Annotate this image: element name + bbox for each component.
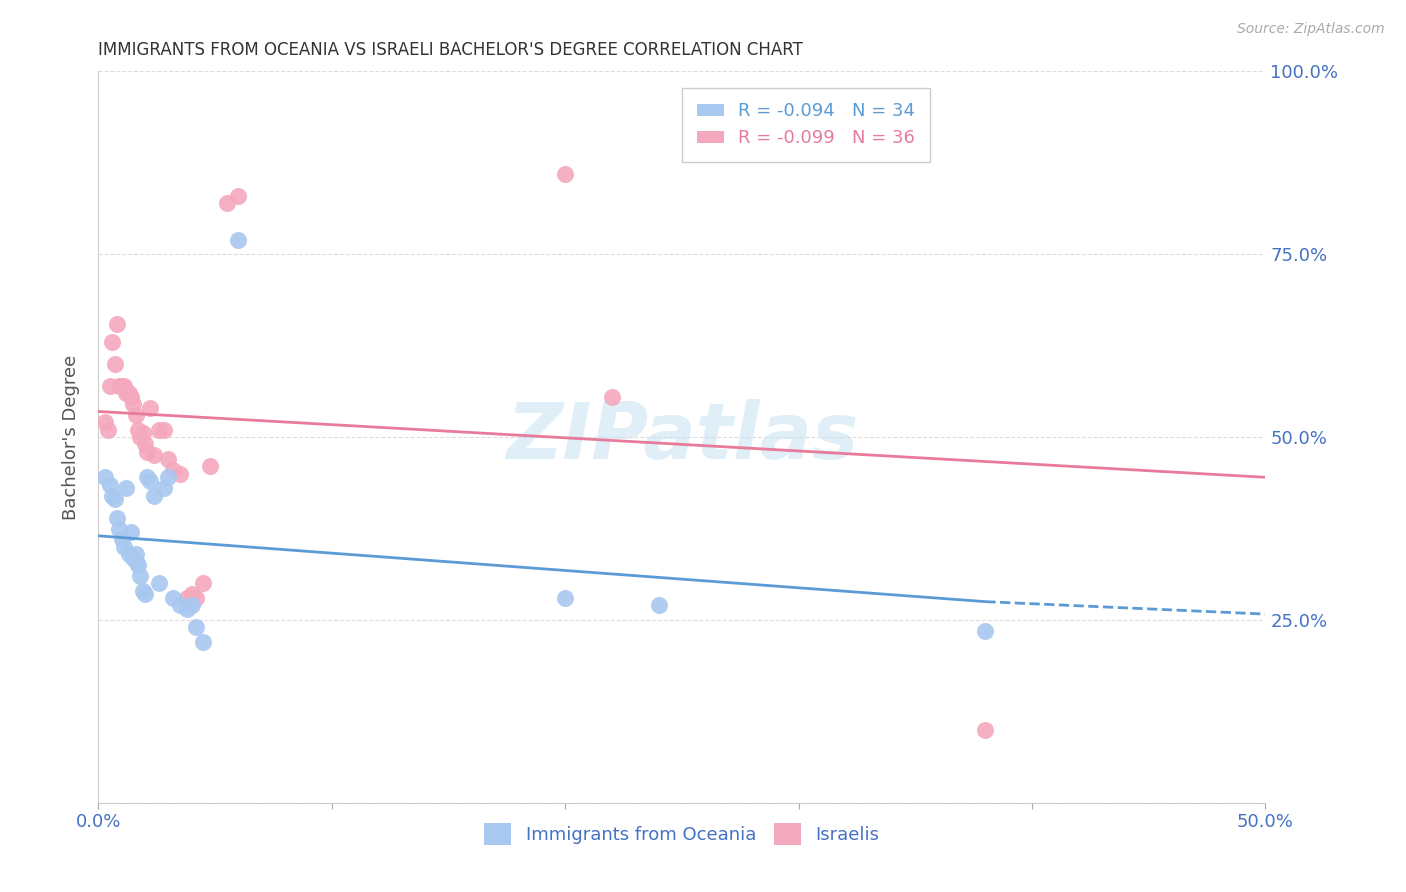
Point [101,334,124,349]
Point [169,467,191,481]
Point [111,379,134,393]
Point [129,569,152,583]
Point [118,386,141,401]
Point [176,591,198,605]
Point [193,635,215,649]
Point [127,423,149,437]
Point [148,576,170,591]
Point [94,470,117,484]
Point [122,397,145,411]
Point [554,591,576,605]
Point [132,583,155,598]
Point [157,470,180,484]
Point [136,444,159,458]
Point [186,591,208,605]
Point [600,390,623,404]
Point [134,437,156,451]
Point [127,558,149,573]
Point [98,477,121,491]
Point [115,386,138,401]
Point [139,401,162,415]
Point [97,423,120,437]
Point [112,540,135,554]
Point [122,550,145,565]
Point [193,576,215,591]
Point [974,624,997,638]
Point [104,357,127,371]
Legend: Immigrants from Oceania, Israelis: Immigrants from Oceania, Israelis [477,816,887,852]
Point [120,390,142,404]
Point [139,474,162,488]
Point [152,481,174,495]
Point [105,317,128,331]
Point [152,423,174,437]
Point [228,233,250,247]
Point [180,587,202,601]
Point [111,533,134,547]
Point [129,430,152,444]
Point [118,547,141,561]
Point [554,167,576,181]
Point [112,379,135,393]
Y-axis label: Bachelor's Degree: Bachelor's Degree [62,354,80,520]
Point [169,599,191,613]
Point [120,525,142,540]
Point [148,423,170,437]
Point [115,481,138,495]
Point [143,489,166,503]
Point [162,463,184,477]
Point [132,426,155,441]
Point [162,591,184,605]
Point [104,492,127,507]
Point [647,599,669,613]
Point [228,188,250,202]
Point [125,408,148,422]
Point [180,599,202,613]
Point [94,416,117,430]
Point [200,459,222,474]
Point [215,196,238,211]
Point [143,448,166,462]
Point [105,510,128,524]
Point [101,489,124,503]
Point [136,470,159,484]
Point [125,547,148,561]
Point [108,521,131,535]
Point [157,452,180,467]
Text: Source: ZipAtlas.com: Source: ZipAtlas.com [1237,22,1385,37]
Point [176,602,198,616]
Text: IMMIGRANTS FROM OCEANIA VS ISRAELI BACHELOR'S DEGREE CORRELATION CHART: IMMIGRANTS FROM OCEANIA VS ISRAELI BACHE… [98,41,803,59]
Point [974,723,997,737]
Point [125,554,148,568]
Point [186,620,208,634]
Text: ZIPatlas: ZIPatlas [506,399,858,475]
Point [134,587,156,601]
Point [98,379,121,393]
Point [108,379,131,393]
